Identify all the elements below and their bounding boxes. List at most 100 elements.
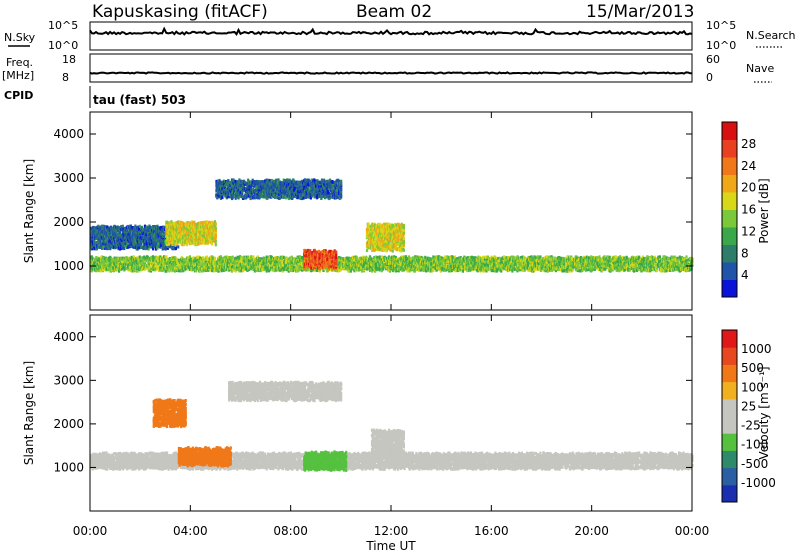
heat-cell <box>157 267 161 271</box>
heat-cell <box>410 268 414 272</box>
heat-cell <box>104 267 107 271</box>
heat-cell <box>154 255 158 259</box>
heat-cell <box>427 267 430 271</box>
heat-cell <box>185 259 188 263</box>
heat-cell <box>253 269 256 273</box>
heat-cell <box>435 259 438 263</box>
heat-cell <box>157 268 161 272</box>
heat-cell <box>349 266 352 270</box>
heat-cell <box>424 255 427 259</box>
heat-cell <box>275 259 279 263</box>
heat-cell <box>157 260 160 264</box>
nsky-trace <box>89 26 693 36</box>
heat-cell <box>301 255 304 260</box>
heat-cell <box>249 262 252 266</box>
heat-cell <box>296 264 299 268</box>
heat-cell <box>177 269 180 273</box>
heat-cell <box>389 263 392 267</box>
heat-cell <box>346 256 349 260</box>
heat-cell <box>182 263 185 267</box>
heat-cell <box>273 269 276 273</box>
heat-cell <box>256 255 259 259</box>
heat-cell <box>165 255 168 259</box>
heat-cell <box>101 255 104 259</box>
heat-cell <box>196 255 199 259</box>
heat-cell <box>364 260 367 264</box>
heat-cell <box>463 259 466 263</box>
heat-cell <box>236 255 239 259</box>
heat-cell <box>394 256 397 260</box>
heat-cell <box>157 265 161 269</box>
heat-cell <box>160 262 163 266</box>
heat-cell <box>452 262 455 266</box>
heat-cell <box>281 262 284 266</box>
heat-cell <box>284 263 287 267</box>
heat-cell <box>337 269 341 273</box>
heat-cell <box>192 262 195 266</box>
freq-tick-top: 18 <box>62 53 76 66</box>
nsky-label: N.Sky <box>4 31 36 44</box>
heat-cell <box>348 256 351 261</box>
heat-cell <box>419 268 422 272</box>
heat-cell <box>258 257 261 261</box>
heat-cell <box>365 255 368 259</box>
heat-cell <box>463 261 466 265</box>
heat-cell <box>405 255 408 259</box>
heat-cell <box>318 269 321 273</box>
heat-cell <box>181 257 184 261</box>
heat-cell <box>380 258 383 262</box>
heat-cell <box>121 267 124 271</box>
heat-cell <box>258 261 262 265</box>
nsky-panel: N.Sky 10^5 10^0 10^5 10^0 N.Search <box>4 19 796 52</box>
heat-cell <box>243 262 246 266</box>
heat-cell <box>366 256 369 261</box>
heat-cell <box>238 269 241 273</box>
heat-cell <box>105 257 108 261</box>
heat-cell <box>685 255 688 259</box>
heat-cell <box>413 269 417 273</box>
nsearch-tick-top: 10^5 <box>706 19 736 32</box>
heat-cell <box>453 255 456 259</box>
heat-cell <box>339 256 342 260</box>
heat-cell <box>374 261 377 265</box>
heat-cell <box>171 265 175 269</box>
heat-cell <box>224 255 227 259</box>
heat-cell <box>446 260 449 264</box>
heat-cell <box>280 264 283 268</box>
heat-cell <box>261 268 264 272</box>
heat-cell <box>301 263 304 267</box>
freq-tick-bottom: 8 <box>62 71 69 84</box>
heat-cell <box>433 257 436 261</box>
heat-cell <box>355 256 358 260</box>
heat-cell <box>249 258 252 262</box>
heat-cell <box>157 258 160 262</box>
heat-cell <box>398 264 401 268</box>
station-title: Kapuskasing (fitACF) <box>92 2 268 22</box>
heat-cell <box>146 265 149 269</box>
heat-cell <box>130 255 133 259</box>
heat-cell <box>230 266 234 271</box>
heat-cell <box>352 259 355 263</box>
heat-cell <box>95 256 98 260</box>
heat-cell <box>349 269 352 273</box>
heat-cell <box>461 269 464 273</box>
nave-tick-top: 60 <box>706 53 720 66</box>
heat-cell <box>282 255 285 260</box>
heat-cell <box>265 269 268 273</box>
heat-cell <box>352 264 355 268</box>
date-title: 15/Mar/2013 <box>586 2 694 22</box>
heat-cell <box>418 259 421 263</box>
heat-cell <box>160 265 163 269</box>
heat-cell <box>388 269 391 273</box>
heat-cell <box>150 255 153 259</box>
heat-cell <box>486 255 490 259</box>
heat-cell <box>165 269 168 273</box>
heat-cell <box>446 255 449 259</box>
heat-cell <box>452 255 455 259</box>
power-cells <box>90 178 694 273</box>
heat-cell <box>244 259 248 264</box>
heat-cell <box>368 265 372 269</box>
heat-cell <box>385 259 388 264</box>
